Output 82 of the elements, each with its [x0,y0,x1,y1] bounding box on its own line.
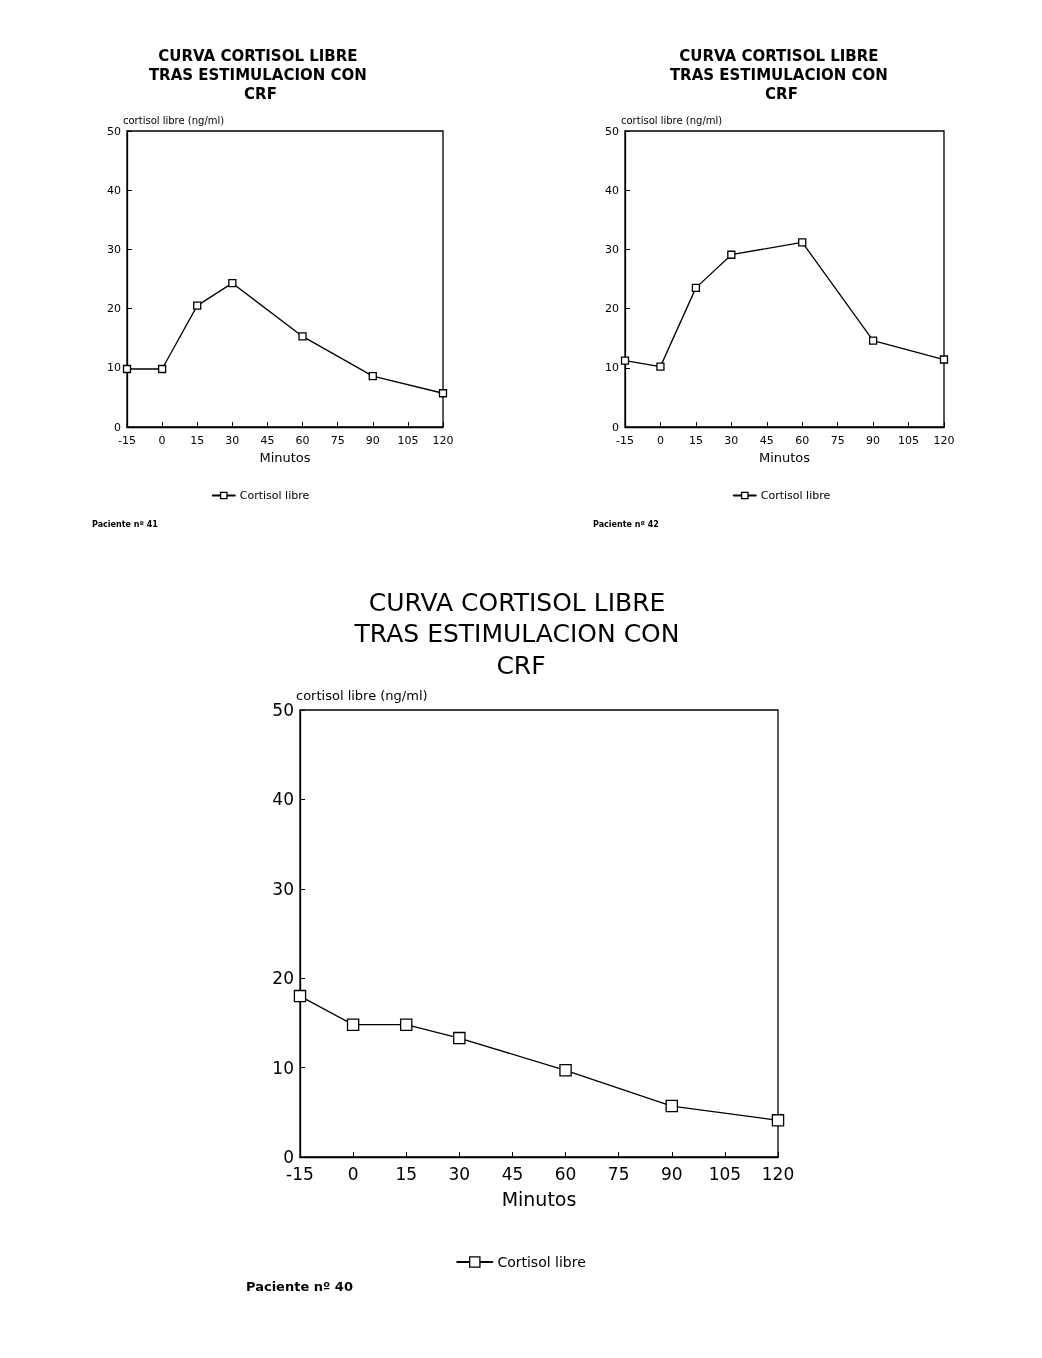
x-tick-label: 120 [933,434,955,447]
x-tick-label: 75 [330,434,345,447]
point [665,1099,679,1113]
point [691,283,701,293]
point [293,989,307,1003]
y-tick-label: 30 [605,242,619,256]
y-tick-label: 0 [114,420,121,434]
x-tick-label: 30 [724,434,739,447]
x-tick-label: -15 [616,434,634,447]
point [939,355,949,364]
y-tick-label: 50 [605,124,619,138]
x-tick-label: 45 [260,434,275,447]
y-tick-label: 40 [272,789,294,810]
x-tick-label: 90 [365,434,380,447]
x-tick-label: 105 [397,434,419,447]
point [453,1031,466,1045]
text: Paciente nº 40 [246,1279,353,1294]
point [368,371,377,381]
y-tick-label: 20 [272,968,294,989]
y-tick-label: 0 [612,420,619,434]
y-tick-label: 50 [107,124,121,138]
x-tick-label: 120 [432,434,454,447]
x-tick-label: 15 [190,434,205,447]
y-tick-label: 40 [605,183,619,197]
y-axis-title: cortisol libre (ng/ml) [296,687,428,703]
point [656,362,665,371]
chart-title: CURVA CORTISOL LIBRE TRAS ESTIMULACION CON CRF [353,588,688,680]
x-tick-label: 0 [347,1163,359,1184]
point [798,238,807,247]
y-tick-label: 10 [605,361,619,375]
point [157,364,167,374]
point [771,1114,785,1127]
point [122,364,132,374]
x-tick-label: 90 [866,434,881,447]
legend-label: Cortisol libre [239,489,310,502]
y-tick-label: 40 [107,183,121,197]
x-tick-label: 105 [708,1163,742,1184]
chart-title: CURVA CORTISOL LIBRE TRAS ESTIMULACION CON CRF [148,47,373,103]
x-tick-label: 105 [898,434,920,447]
y-tick-label: 50 [272,700,294,720]
x-tick-label: 120 [761,1163,795,1184]
x-tick-label: 60 [795,434,810,447]
point [868,336,878,345]
x-tick-label: -15 [118,434,136,447]
point [438,389,448,398]
y-tick-label: 20 [605,302,619,316]
x-tick-label: 0 [158,434,166,447]
x-tick-label: 45 [501,1163,524,1184]
y-tick-label: 20 [107,302,121,316]
x-tick-label: 45 [759,434,774,447]
point [559,1064,572,1077]
x-tick-label: 75 [607,1163,630,1184]
x-axis-title: Minutos [501,1187,577,1210]
x-tick-label: 90 [660,1163,683,1184]
point [346,1018,360,1031]
y-tick-label: 10 [107,361,121,375]
y-axis-title: cortisol libre (ng/ml) [621,115,723,127]
x-tick-label: 30 [225,434,240,447]
y-axis-title: cortisol libre (ng/ml) [123,115,225,127]
x-tick-label: 30 [448,1163,471,1184]
point [727,250,736,259]
x-tick-label: 15 [395,1163,418,1184]
x-tick-label: 60 [554,1163,577,1184]
point [228,278,237,288]
legend-label: Cortisol libre [497,1254,586,1270]
point [399,1018,413,1031]
x-axis-title: Minutos [259,449,311,465]
text: Paciente nº 42 [593,519,659,529]
text: Paciente nº 41 [92,519,159,529]
x-tick-label: 15 [688,434,703,447]
x-tick-label: 0 [656,434,664,447]
y-tick-label: 10 [272,1057,294,1078]
chart-title: CURVA CORTISOL LIBRE TRAS ESTIMULACION CON CRF [669,47,894,103]
x-tick-label: 75 [830,434,845,447]
x-tick-label: 60 [295,434,310,447]
point [620,356,630,365]
x-axis-title: Minutos [758,449,811,465]
point [193,301,202,310]
y-tick-label: 30 [107,242,121,256]
point [298,332,307,341]
y-tick-label: 30 [272,878,294,899]
legend-label: Cortisol libre [760,489,831,502]
